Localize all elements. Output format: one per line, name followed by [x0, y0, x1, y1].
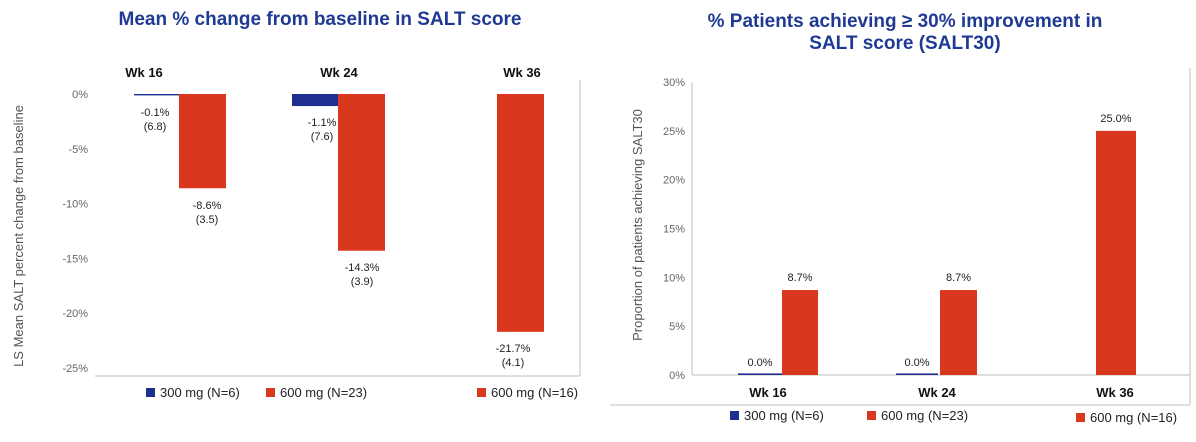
- chart-right-y-tick: 0%: [669, 370, 685, 382]
- chart-left-data-sublabel-300mg: (7.6): [311, 131, 334, 143]
- chart-left-bar-600mg: [497, 94, 544, 332]
- chart-right-title: % Patients achieving ≥ 30% improvement i…: [640, 11, 1170, 55]
- chart-right-y-tick: 10%: [663, 272, 685, 284]
- chart-right-panel: % Patients achieving ≥ 30% improvement i…: [600, 0, 1196, 442]
- chart-right-svg: 0% 5% 10% 15% 20% 25% 30% Proportion of patient…: [610, 68, 1191, 425]
- chart-right-legend-swatch: [730, 411, 739, 420]
- chart-right-legend-label: 600 mg (N=16): [1090, 410, 1177, 425]
- chart-left-bar-600mg: [338, 94, 385, 251]
- chart-right-data-label-300mg: 0.0%: [904, 357, 929, 369]
- chart-left-y-tick: -5%: [68, 144, 88, 156]
- chart-left-data-sublabel-600mg: (3.9): [351, 276, 374, 288]
- chart-right-legend-label: 600 mg (N=23): [881, 408, 968, 423]
- chart-right-category-label: Wk 16: [749, 385, 787, 400]
- chart-right-y-tick: 25%: [663, 126, 685, 138]
- chart-left-bar-300mg: [292, 94, 338, 107]
- chart-left-legend-swatch: [266, 388, 275, 397]
- chart-left-data-label-300mg: -1.1%: [308, 117, 337, 129]
- chart-left-y-tick: -10%: [62, 199, 88, 211]
- chart-left-data-sublabel-600mg: (3.5): [196, 214, 219, 226]
- chart-left-legend-swatch: [477, 388, 486, 397]
- chart-left-legend-label: 300 mg (N=6): [160, 385, 240, 400]
- chart-right-y-tick: 30%: [663, 77, 685, 89]
- chart-right-title-line-1: % Patients achieving ≥ 30% improvement i…: [707, 11, 1103, 32]
- chart-right-y-axis-label: Proportion of patients achieving SALT30: [630, 109, 645, 341]
- chart-left-y-tick: -25%: [62, 363, 88, 375]
- chart-right-bar-300mg: [896, 373, 938, 375]
- chart-right-data-label-600mg: 25.0%: [1100, 113, 1131, 125]
- chart-left-data-label-600mg: -21.7%: [496, 343, 531, 355]
- chart-left-category-label: Wk 24: [320, 65, 358, 80]
- chart-left-bar-300mg: [134, 94, 180, 96]
- chart-right-legend-swatch: [1076, 413, 1085, 422]
- chart-right-data-label-600mg: 8.7%: [787, 272, 812, 284]
- chart-right-y-tick: 5%: [669, 321, 685, 333]
- chart-left-y-tick: -20%: [62, 308, 88, 320]
- chart-left-legend-label: 600 mg (N=23): [280, 385, 367, 400]
- chart-left-category-label: Wk 16: [125, 65, 163, 80]
- chart-left-legend-label: 600 mg (N=16): [491, 385, 578, 400]
- chart-right-bar-600mg: [1096, 130, 1136, 375]
- chart-left-y-axis-label: LS Mean SALT percent change from baselin…: [11, 105, 26, 367]
- chart-right-data-label-300mg: 0.0%: [747, 357, 772, 369]
- chart-left-title: Mean % change from baseline in SALT scor…: [118, 9, 522, 30]
- chart-left-y-tick: 0%: [72, 89, 88, 101]
- chart-left-svg: 0% -5% -10% -15% -20% -25% LS Mean SALT percen…: [11, 65, 581, 400]
- chart-right-category-label: Wk 36: [1096, 385, 1134, 400]
- chart-right-legend-label: 300 mg (N=6): [744, 408, 824, 423]
- chart-right-title-line-2: SALT score (SALT30): [809, 33, 1001, 54]
- chart-left-data-sublabel-300mg: (6.8): [144, 121, 167, 133]
- chart-left-category-label: Wk 36: [503, 65, 541, 80]
- chart-right-category-label: Wk 24: [918, 385, 956, 400]
- chart-right-data-label-600mg: 8.7%: [946, 272, 971, 284]
- chart-right-bar-600mg: [940, 290, 977, 375]
- chart-left-data-label-300mg: -0.1%: [141, 107, 170, 119]
- chart-right-y-tick: 20%: [663, 175, 685, 187]
- chart-left-panel: Mean % change from baseline in SALT scor…: [11, 9, 581, 400]
- chart-left-bar-600mg: [179, 94, 226, 189]
- chart-right-bar-300mg: [738, 373, 782, 375]
- chart-right-y-tick: 15%: [663, 224, 685, 236]
- chart-right-bar-600mg: [782, 290, 818, 375]
- chart-left-data-label-600mg: -8.6%: [193, 200, 222, 212]
- chart-left-data-sublabel-600mg: (4.1): [502, 357, 525, 369]
- chart-left-data-label-600mg: -14.3%: [345, 262, 380, 274]
- chart-left-y-tick: -15%: [62, 253, 88, 265]
- chart-left-legend-swatch: [146, 388, 155, 397]
- chart-right-legend-swatch: [867, 411, 876, 420]
